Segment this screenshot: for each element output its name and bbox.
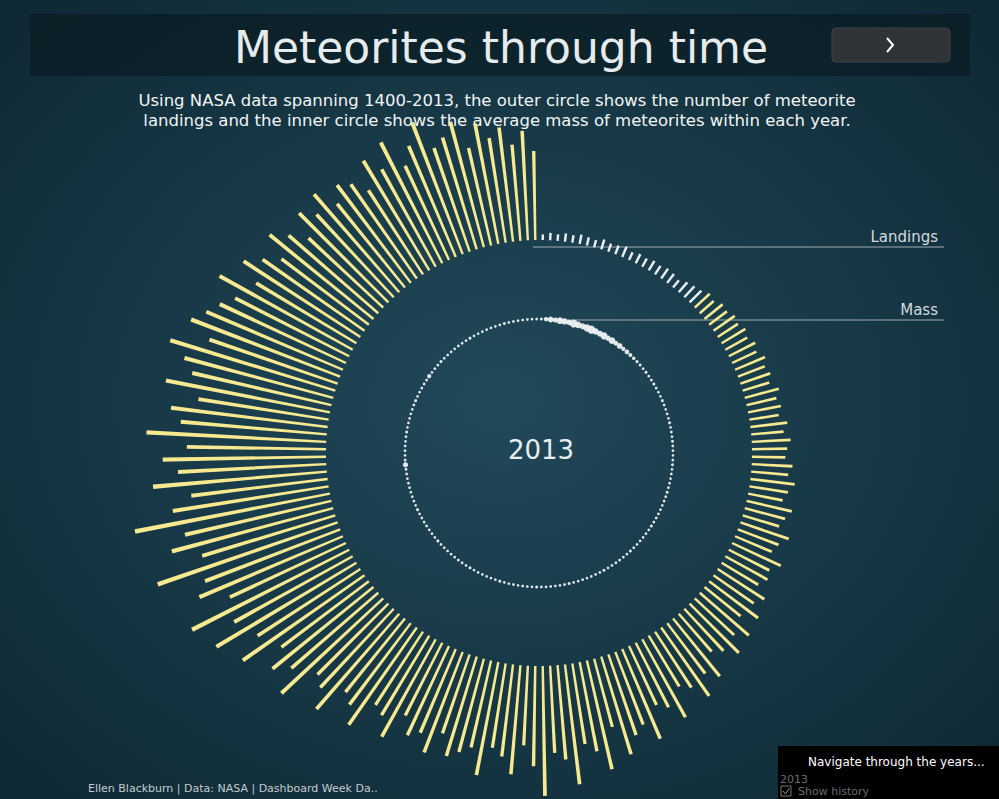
svg-text:Meteorites through time: Meteorites through time <box>234 22 768 73</box>
svg-text:Ellen Blackburn | Data: NASA |: Ellen Blackburn | Data: NASA | Dashboard… <box>88 782 378 795</box>
svg-text:2013: 2013 <box>780 772 808 786</box>
svg-text:Navigate through the years...: Navigate through the years... <box>808 755 985 769</box>
svg-text:Mass: Mass <box>900 301 938 319</box>
svg-text:Using NASA data spanning 1400-: Using NASA data spanning 1400-2013, the … <box>138 91 855 110</box>
svg-text:Show history: Show history <box>798 785 870 798</box>
svg-text:landings and the inner circle: landings and the inner circle shows the … <box>143 111 850 130</box>
svg-text:Landings: Landings <box>870 228 938 246</box>
svg-text:2013: 2013 <box>508 435 574 465</box>
